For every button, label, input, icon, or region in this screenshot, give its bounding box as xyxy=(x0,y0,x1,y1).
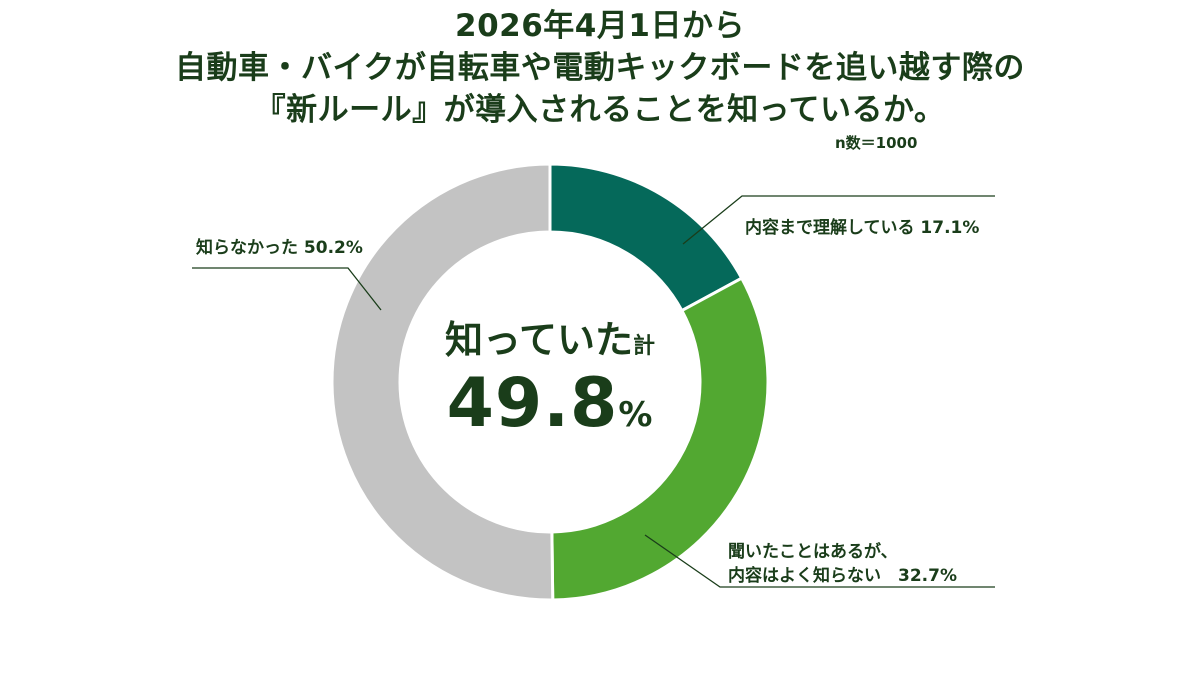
center-label-text: 知っていた xyxy=(444,318,634,362)
center-label: 知っていた計 xyxy=(400,318,700,369)
chart-title-line-1: 2026年4月1日から xyxy=(455,8,745,44)
leader-line-not-known xyxy=(192,267,382,311)
center-value-unit: % xyxy=(618,395,654,435)
data-label-heard: 聞いたことはあるが、 内容はよく知らない 32.7% xyxy=(728,540,957,588)
sample-size: n数＝1000 xyxy=(835,134,918,152)
center-label-suffix: 計 xyxy=(633,334,656,359)
data-label-heard-line-2: 内容はよく知らない 32.7% xyxy=(728,566,957,586)
center-total-value: 49.8% xyxy=(400,366,700,453)
donut-slice-not-known xyxy=(330,162,555,602)
donut-slice-understand xyxy=(548,162,744,313)
data-label-heard-line-1: 聞いたことはあるが、 xyxy=(728,542,898,562)
leader-line-understand xyxy=(682,195,995,245)
leader-line-heard xyxy=(644,534,995,588)
data-label-not-known: 知らなかった 50.2% xyxy=(196,238,363,258)
center-value-number: 49.8 xyxy=(446,364,619,443)
chart-title-line-3: 『新ルール』が導入されることを知っているか。 xyxy=(254,92,946,128)
donut-slice-heard xyxy=(550,276,770,602)
chart-title-line-2: 自動車・バイクが自転車や電動キックボードを追い越す際の xyxy=(175,50,1025,86)
data-label-understand: 内容まで理解している 17.1% xyxy=(745,218,980,238)
